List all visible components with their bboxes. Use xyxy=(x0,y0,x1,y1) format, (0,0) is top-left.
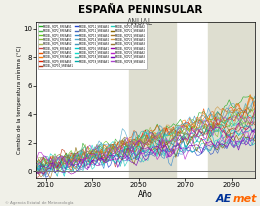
Y-axis label: Cambio de la temperatura mínima (°C): Cambio de la temperatura mínima (°C) xyxy=(16,46,22,154)
Text: met: met xyxy=(233,194,257,204)
Bar xyxy=(208,22,255,178)
Legend: MODEL_RCP1_SRESAS1, MODEL_RCP2_SRESAS2, MODEL_RCP3_SRESAS3, MODEL_RCP4_SRESAS1, : MODEL_RCP1_SRESAS1, MODEL_RCP2_SRESAS2, … xyxy=(38,23,147,69)
Bar xyxy=(129,22,176,178)
X-axis label: Año: Año xyxy=(138,190,153,199)
Text: © Agencia Estatal de Meteorología: © Agencia Estatal de Meteorología xyxy=(5,201,74,205)
Text: ANUAL: ANUAL xyxy=(127,18,153,27)
Text: ESPAÑA PENINSULAR: ESPAÑA PENINSULAR xyxy=(78,5,203,15)
Text: AE: AE xyxy=(216,194,232,204)
